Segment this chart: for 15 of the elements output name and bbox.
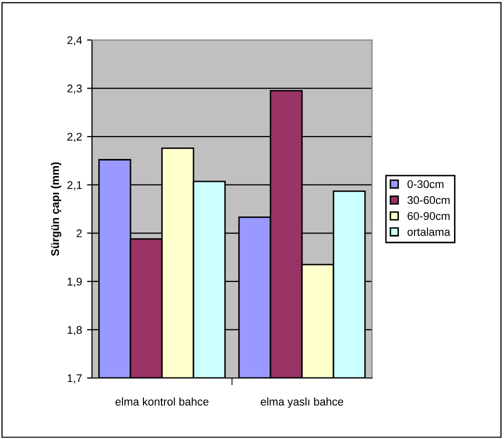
y-tick-label: 2,4	[67, 36, 82, 46]
legend-label: 60-90cm	[408, 212, 450, 220]
y-tick-label: 2,1	[67, 181, 82, 190]
y-tick-label: 2,3	[67, 84, 82, 94]
y-tick-label: 1,8	[68, 326, 82, 336]
y-tick-label: 2,2	[67, 132, 82, 142]
legend-label: 30-60cm	[407, 196, 450, 204]
y-tick-label: 2	[76, 229, 82, 238]
x-tick-label: elma kontrol bahce	[116, 397, 208, 406]
legend-label: 0-30cm	[408, 180, 444, 188]
x-tick-label: elma yaslı bahce	[260, 397, 344, 408]
y-tick-label: 1,7	[68, 374, 82, 384]
y-tick-label: 1,9	[68, 278, 82, 287]
legend-label: ortalama	[408, 228, 450, 236]
y-axis-title: Sürgün çapı (mm)	[50, 162, 62, 256]
